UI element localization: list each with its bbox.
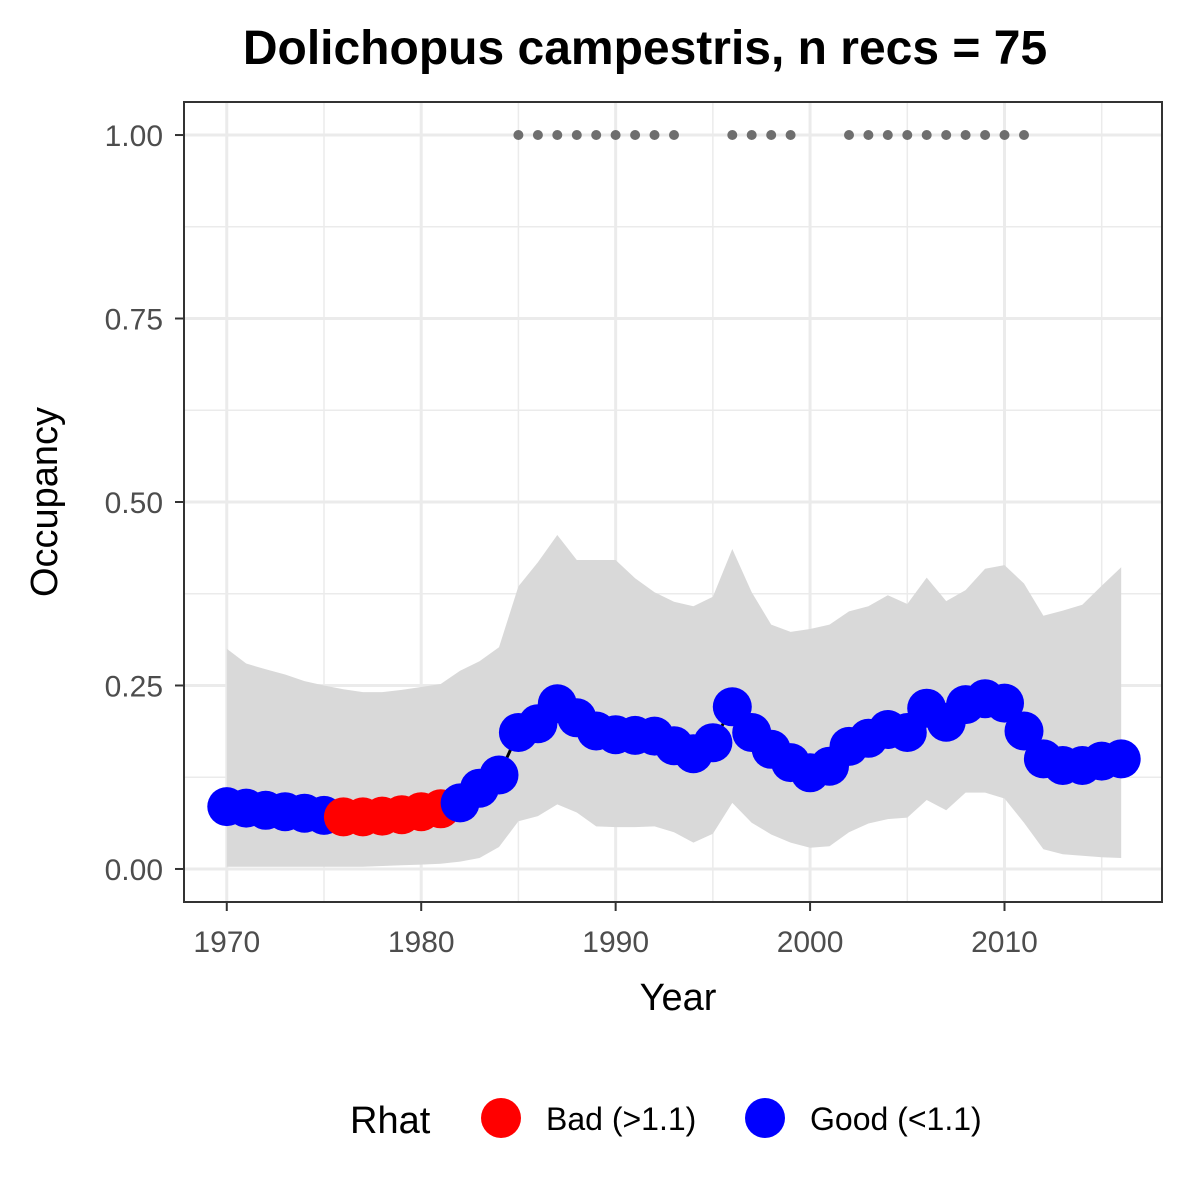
y-tick-label: 0.75	[105, 304, 163, 337]
x-tick-label: 2010	[971, 926, 1038, 959]
record-year-dot	[727, 130, 738, 140]
legend-bad-label: Bad (>1.1)	[546, 1101, 696, 1137]
legend-bad-swatch	[481, 1098, 521, 1138]
point-good-rhat	[1101, 739, 1141, 779]
y-axis-title: Occupancy	[24, 407, 66, 597]
legend: Rhat Bad (>1.1) Good (<1.1)	[350, 1098, 982, 1142]
x-tick-label: 2000	[777, 926, 844, 959]
y-axis: 0.00 0.25 0.50 0.75 1.00	[105, 120, 184, 887]
y-tick-label: 0.00	[105, 854, 163, 887]
x-axis-title: Year	[640, 977, 717, 1019]
point-good-rhat	[479, 755, 519, 795]
record-year-dot	[669, 130, 679, 140]
point-good-rhat	[1004, 711, 1044, 751]
record-year-dot	[980, 130, 991, 140]
points-layer	[207, 679, 1141, 837]
record-year-dot	[863, 130, 874, 140]
y-tick-label: 1.00	[105, 120, 163, 153]
chart-title: Dolichopus campestris, n recs = 75	[243, 22, 1047, 75]
x-tick-label: 1970	[193, 926, 260, 959]
x-tick-label: 1990	[582, 926, 649, 959]
record-year-dot	[921, 130, 932, 140]
record-year-dot	[610, 130, 621, 140]
record-year-dot	[1019, 130, 1029, 140]
record-year-dot	[902, 130, 913, 140]
record-year-dot	[941, 130, 952, 140]
record-year-dot	[630, 130, 641, 140]
point-good-rhat	[985, 683, 1024, 723]
legend-good-label: Good (<1.1)	[810, 1101, 982, 1137]
record-year-dot	[785, 130, 796, 140]
record-year-dot	[960, 130, 971, 140]
legend-good-swatch	[745, 1098, 785, 1138]
record-year-dot	[999, 130, 1010, 140]
record-years-layer	[513, 130, 1029, 140]
legend-title: Rhat	[350, 1100, 431, 1142]
record-year-dot	[746, 130, 757, 140]
record-year-dot	[591, 130, 602, 140]
credible-interval-ribbon	[226, 535, 1122, 867]
x-axis: 1970 1980 1990 2000 2010	[193, 902, 1038, 959]
record-year-dot	[513, 130, 524, 140]
record-year-dot	[649, 130, 660, 140]
y-tick-label: 0.50	[105, 487, 163, 520]
credible-interval-layer	[226, 535, 1122, 867]
x-tick-label: 1980	[388, 926, 455, 959]
record-year-dot	[532, 130, 543, 140]
record-year-dot	[844, 130, 854, 140]
record-year-dot	[766, 130, 777, 140]
point-good-rhat	[693, 723, 733, 763]
y-tick-label: 0.25	[105, 670, 163, 703]
record-year-dot	[552, 130, 563, 140]
record-year-dot	[882, 130, 893, 140]
record-year-dot	[571, 130, 582, 140]
